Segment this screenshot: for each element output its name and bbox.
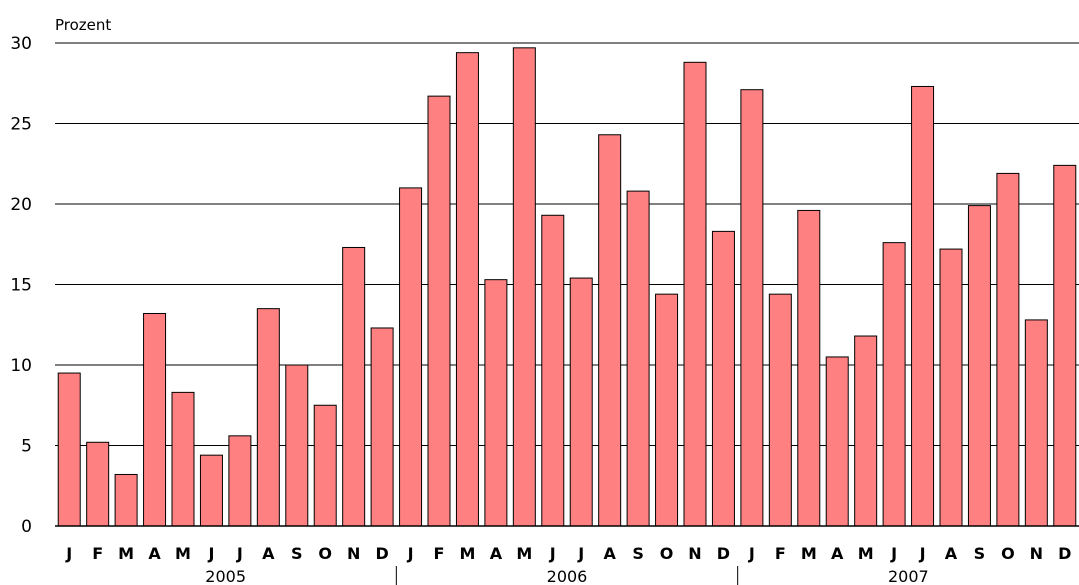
- bar: [797, 209, 821, 527]
- bar: [939, 248, 963, 527]
- x-tick-label: O: [318, 544, 332, 563]
- x-tick-label: J: [577, 544, 584, 563]
- bar: [569, 277, 593, 527]
- bar: [996, 172, 1020, 527]
- x-tick-label: O: [1001, 544, 1015, 563]
- x-tick-label: J: [890, 544, 897, 563]
- x-tick-label: M: [459, 544, 475, 563]
- y-tick-label: 10: [10, 356, 32, 376]
- y-axis-ticks: 0 5 10 15 20 25 30: [10, 34, 32, 537]
- x-tick-label: S: [291, 544, 303, 563]
- year-label: 2007: [888, 567, 929, 585]
- y-axis-label: Prozent: [55, 16, 111, 34]
- x-tick-label: J: [407, 544, 414, 563]
- bar: [370, 327, 394, 527]
- x-tick-label: J: [65, 544, 72, 563]
- bar: [342, 246, 366, 527]
- x-tick-label: N: [347, 544, 360, 563]
- bar: [541, 214, 565, 527]
- x-tick-label: A: [945, 544, 958, 563]
- x-tick-label: A: [831, 544, 844, 563]
- y-tick-label: 15: [10, 276, 32, 296]
- y-tick-label: 25: [10, 115, 32, 135]
- y-tick-label: 20: [10, 195, 32, 215]
- x-tick-label: J: [236, 544, 243, 563]
- bar: [256, 308, 280, 527]
- bar: [455, 52, 479, 527]
- x-tick-label: J: [919, 544, 926, 563]
- bar: [427, 95, 451, 527]
- bar: [768, 293, 792, 527]
- x-tick-label: F: [775, 544, 786, 563]
- year-label: 2006: [547, 567, 588, 585]
- bar: [655, 293, 679, 527]
- bar: [711, 230, 735, 527]
- y-tick-label: 5: [21, 437, 32, 457]
- bar: [740, 89, 764, 527]
- x-tick-label: A: [490, 544, 503, 563]
- x-tick-label: J: [549, 544, 556, 563]
- x-tick-label: M: [118, 544, 134, 563]
- bar: [1053, 164, 1077, 527]
- y-tick-label: 0: [21, 517, 32, 537]
- x-tick-label: A: [148, 544, 161, 563]
- bar: [854, 335, 878, 527]
- x-tick-label: S: [632, 544, 644, 563]
- x-tick-label: J: [748, 544, 755, 563]
- bar: [285, 364, 309, 527]
- x-tick-label: F: [434, 544, 445, 563]
- bar: [399, 187, 423, 527]
- bar: [86, 441, 110, 527]
- grid-lines: [55, 42, 1079, 446]
- x-tick-label: M: [801, 544, 817, 563]
- x-tick-label: N: [688, 544, 701, 563]
- x-tick-label: F: [92, 544, 103, 563]
- bar: [1024, 319, 1048, 527]
- bar: [683, 61, 707, 527]
- y-tick-label: 30: [10, 34, 32, 54]
- x-tick-label: M: [175, 544, 191, 563]
- x-axis-year-labels: 2005 2006 2007: [205, 566, 929, 585]
- bar: [484, 279, 508, 527]
- x-tick-label: A: [262, 544, 275, 563]
- bar: [143, 312, 167, 527]
- x-tick-label: J: [207, 544, 214, 563]
- bar: [228, 435, 252, 527]
- bar: [598, 134, 622, 527]
- x-tick-label: M: [858, 544, 874, 563]
- bar: [171, 391, 195, 527]
- bar: [512, 47, 536, 527]
- bar: [626, 190, 650, 527]
- x-tick-label: M: [516, 544, 532, 563]
- bars: [57, 47, 1077, 527]
- x-tick-label: D: [375, 544, 388, 563]
- bar: [967, 205, 991, 527]
- bar: [882, 242, 906, 527]
- bar: [199, 454, 223, 527]
- bar: [57, 372, 81, 527]
- bar: [313, 404, 337, 527]
- bar: [114, 473, 138, 527]
- x-tick-label: S: [974, 544, 986, 563]
- year-label: 2005: [205, 567, 246, 585]
- x-tick-label: A: [603, 544, 616, 563]
- bar: [825, 356, 849, 527]
- x-tick-label: D: [1058, 544, 1071, 563]
- x-tick-label: O: [660, 544, 674, 563]
- x-tick-label: N: [1030, 544, 1043, 563]
- x-tick-label: D: [717, 544, 730, 563]
- bar: [911, 85, 935, 527]
